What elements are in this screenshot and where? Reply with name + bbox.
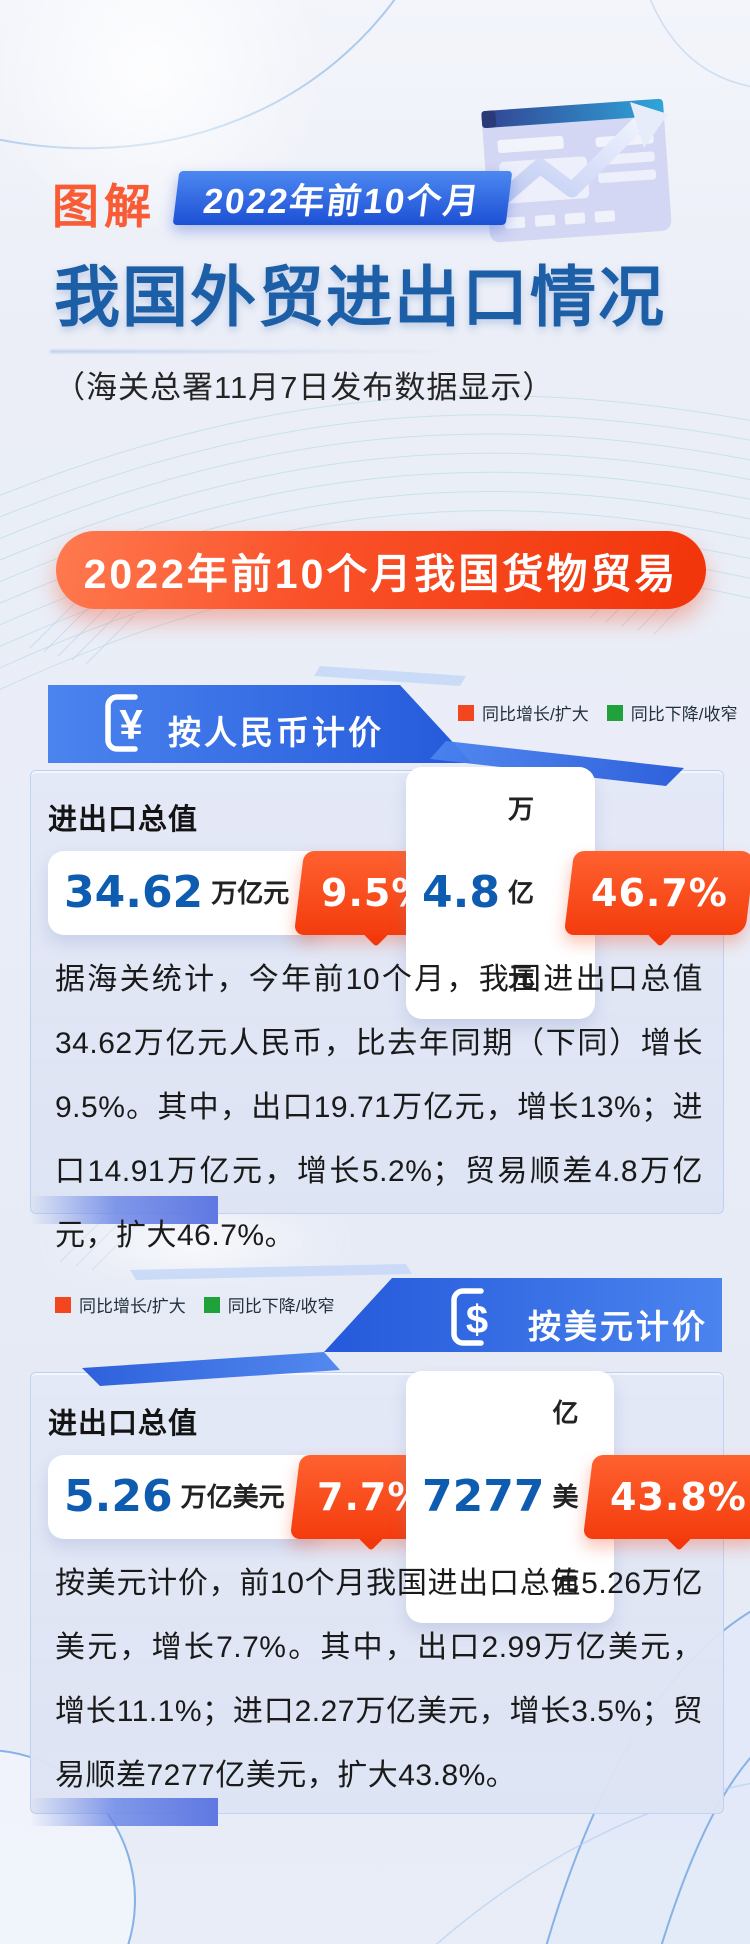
stat-label: 进出口总值 bbox=[48, 804, 199, 836]
legend-rmb: 同比增长/扩大 同比下降/收窄 bbox=[458, 700, 737, 725]
legend-decrease-swatch bbox=[203, 1296, 220, 1313]
stat-value: 7277 bbox=[422, 1471, 545, 1522]
stat-pill: 4.8 万亿元 46.7% bbox=[406, 767, 750, 1019]
stat-pill: 34.62 万亿元 9.5% bbox=[48, 851, 458, 935]
legend-decrease-label: 同比下降/收窄 bbox=[227, 1297, 335, 1316]
legend-usd: 同比增长/扩大 同比下降/收窄 bbox=[55, 1292, 334, 1317]
usd-section-title: 按美元计价 bbox=[528, 1308, 708, 1345]
rmb-panel-streak bbox=[30, 1196, 218, 1224]
stat-unit: 亿美元 bbox=[552, 1398, 579, 1596]
legend-increase: 同比增长/扩大 bbox=[55, 1292, 186, 1317]
period-banner: 2022年前10个月 bbox=[172, 171, 513, 225]
stat-value: 5.26 bbox=[64, 1471, 173, 1522]
stat-change-badge: 46.7% bbox=[563, 851, 750, 935]
stat-value-pill: 4.8 万亿元 bbox=[406, 767, 596, 1019]
stat-value-pill: 34.62 万亿元 bbox=[48, 851, 326, 935]
page-subtitle: （海关总署11月7日发布数据显示） bbox=[54, 370, 555, 405]
tujie-badge: 图解 bbox=[52, 180, 156, 233]
legend-increase-swatch bbox=[458, 704, 474, 721]
legend-increase: 同比增长/扩大 bbox=[458, 700, 589, 725]
svg-text:$: $ bbox=[466, 1298, 488, 1342]
stat-value: 4.8 bbox=[422, 867, 500, 918]
stat-pill: 7277 亿美元 43.8% bbox=[406, 1371, 750, 1623]
legend-increase-label: 同比增长/扩大 bbox=[482, 705, 589, 724]
main-topic-banner: 2022年前10个月我国货物贸易 bbox=[56, 531, 706, 609]
subtitle-divider bbox=[50, 350, 450, 353]
legend-decrease-label: 同比下降/收窄 bbox=[630, 705, 738, 724]
period-banner-label: 2022年前10个月 bbox=[201, 181, 483, 221]
legend-increase-swatch bbox=[55, 1296, 71, 1313]
stat-value-pill: 7277 亿美元 bbox=[406, 1371, 615, 1623]
dollar-icon: $ bbox=[450, 1286, 500, 1353]
usd-header-ribbon bbox=[82, 1264, 722, 1386]
stat-change-value: 43.8% bbox=[610, 1475, 748, 1519]
stat-value-pill: 5.26 万亿美元 bbox=[48, 1455, 321, 1539]
trend-illustration bbox=[478, 86, 706, 256]
rmb-panel bbox=[30, 770, 724, 1214]
usd-total-stat: 进出口总值 5.26 万亿美元 7.7% bbox=[48, 1400, 454, 1539]
svg-text:¥: ¥ bbox=[119, 701, 143, 748]
stat-label: 进出口总值 bbox=[48, 1408, 199, 1440]
stat-unit: 万亿美元 bbox=[180, 1482, 285, 1512]
stat-change-badge: 43.8% bbox=[583, 1455, 750, 1539]
usd-paragraph: 按美元计价，前10个月我国进出口总值5.26万亿美元，增长7.7%。其中，出口2… bbox=[55, 1567, 703, 1792]
soft-light-blob bbox=[0, 1215, 410, 1271]
legend-decrease-swatch bbox=[606, 704, 623, 721]
rmb-header-ribbon bbox=[48, 666, 684, 786]
usd-panel-streak bbox=[30, 1798, 218, 1826]
legend-increase-label: 同比增长/扩大 bbox=[79, 1297, 186, 1316]
stat-unit: 万亿元 bbox=[211, 878, 290, 908]
yuan-icon: ¥ bbox=[104, 692, 154, 759]
stat-unit: 万亿元 bbox=[507, 794, 534, 992]
page-title: 我国外贸进出口情况 bbox=[54, 260, 666, 334]
legend-decrease: 同比下降/收窄 bbox=[606, 700, 738, 725]
rmb-total-stat: 进出口总值 34.62 万亿元 9.5% bbox=[48, 796, 458, 935]
rmb-paragraph: 据海关统计，今年前10个月，我国进出口总值34.62万亿元人民币，比去年同期（下… bbox=[55, 963, 703, 1252]
rmb-surplus-stat: 贸易顺差 4.8 万亿元 46.7% bbox=[406, 767, 750, 1019]
stat-pill: 5.26 万亿美元 7.7% bbox=[48, 1455, 454, 1539]
usd-surplus-stat: 贸易顺差 7277 亿美元 43.8% bbox=[406, 1371, 750, 1623]
main-topic-banner-label: 2022年前10个月我国货物贸易 bbox=[83, 551, 679, 597]
legend-decrease: 同比下降/收窄 bbox=[203, 1292, 335, 1317]
stat-value: 34.62 bbox=[64, 867, 204, 918]
stat-change-value: 46.7% bbox=[591, 871, 728, 915]
rmb-section-title: 按人民币计价 bbox=[168, 714, 384, 751]
